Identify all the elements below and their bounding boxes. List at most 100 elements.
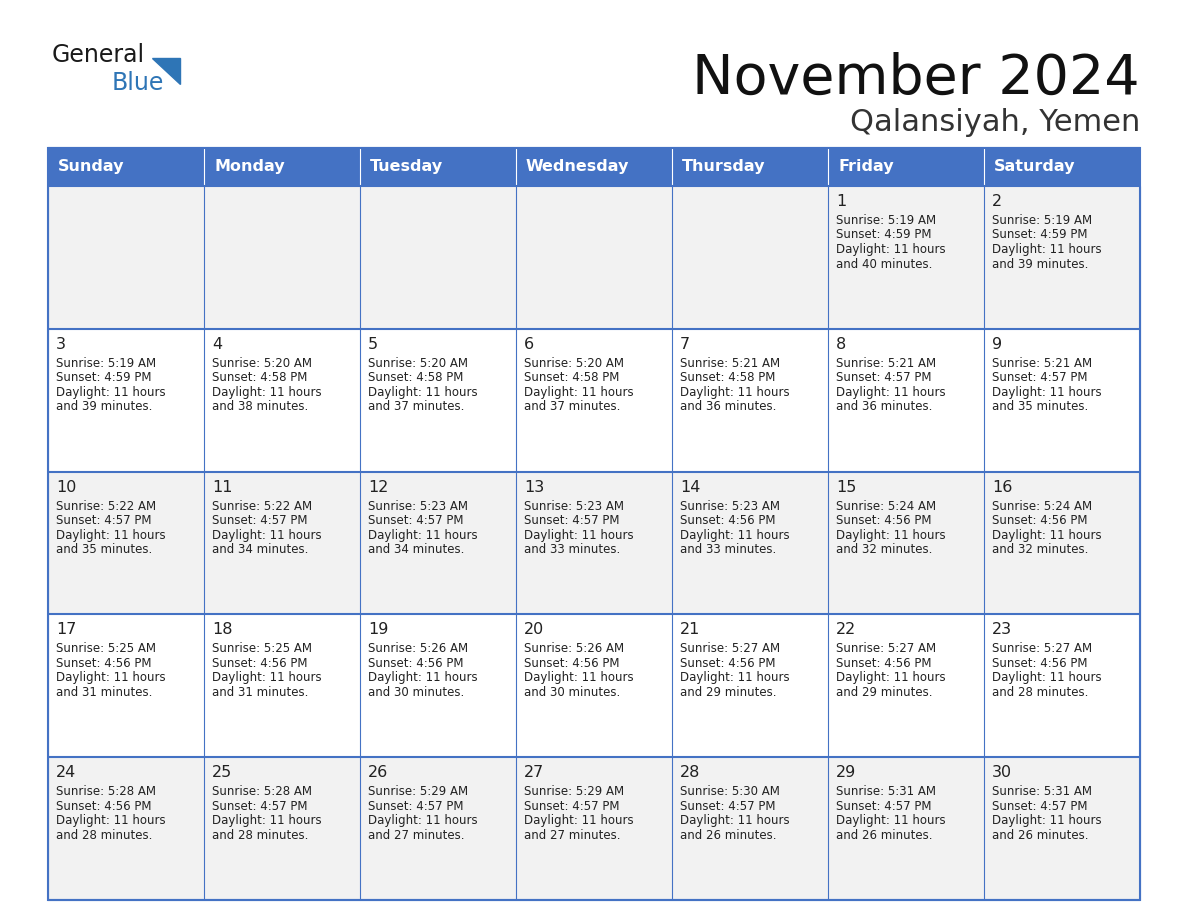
Text: Sunset: 4:56 PM: Sunset: 4:56 PM bbox=[836, 657, 931, 670]
Bar bbox=[48, 148, 204, 186]
Text: Sunset: 4:59 PM: Sunset: 4:59 PM bbox=[836, 229, 931, 241]
Text: 9: 9 bbox=[992, 337, 1003, 352]
Text: Tuesday: Tuesday bbox=[369, 160, 443, 174]
Text: Sunset: 4:58 PM: Sunset: 4:58 PM bbox=[524, 371, 619, 385]
Text: Sunrise: 5:19 AM: Sunrise: 5:19 AM bbox=[836, 214, 936, 227]
Text: Daylight: 11 hours: Daylight: 11 hours bbox=[836, 243, 946, 256]
Text: Sunrise: 5:21 AM: Sunrise: 5:21 AM bbox=[836, 357, 936, 370]
Text: 13: 13 bbox=[524, 479, 544, 495]
Text: Sunset: 4:56 PM: Sunset: 4:56 PM bbox=[680, 657, 776, 670]
Text: Sunrise: 5:23 AM: Sunrise: 5:23 AM bbox=[368, 499, 468, 512]
Text: 27: 27 bbox=[524, 766, 544, 780]
Bar bbox=[672, 757, 828, 900]
Text: 15: 15 bbox=[836, 479, 857, 495]
Text: 22: 22 bbox=[836, 622, 857, 637]
Bar bbox=[516, 186, 672, 329]
Text: and 34 minutes.: and 34 minutes. bbox=[368, 543, 465, 556]
Text: Daylight: 11 hours: Daylight: 11 hours bbox=[368, 386, 478, 398]
Text: Sunset: 4:56 PM: Sunset: 4:56 PM bbox=[524, 657, 619, 670]
Text: Daylight: 11 hours: Daylight: 11 hours bbox=[836, 814, 946, 827]
Text: 26: 26 bbox=[368, 766, 388, 780]
Text: and 38 minutes.: and 38 minutes. bbox=[211, 400, 308, 413]
Text: Sunset: 4:57 PM: Sunset: 4:57 PM bbox=[56, 514, 152, 527]
Text: Sunrise: 5:31 AM: Sunrise: 5:31 AM bbox=[992, 785, 1092, 798]
Text: Daylight: 11 hours: Daylight: 11 hours bbox=[211, 386, 322, 398]
Bar bbox=[516, 329, 672, 472]
Text: and 31 minutes.: and 31 minutes. bbox=[211, 686, 309, 699]
Text: 29: 29 bbox=[836, 766, 857, 780]
Bar bbox=[672, 472, 828, 614]
Text: Daylight: 11 hours: Daylight: 11 hours bbox=[368, 529, 478, 542]
Bar bbox=[828, 329, 984, 472]
Text: Thursday: Thursday bbox=[682, 160, 765, 174]
Bar bbox=[984, 329, 1140, 472]
Text: and 35 minutes.: and 35 minutes. bbox=[56, 543, 152, 556]
Text: 17: 17 bbox=[56, 622, 76, 637]
Text: Daylight: 11 hours: Daylight: 11 hours bbox=[56, 671, 165, 685]
Text: Daylight: 11 hours: Daylight: 11 hours bbox=[836, 529, 946, 542]
Text: Sunset: 4:58 PM: Sunset: 4:58 PM bbox=[680, 371, 776, 385]
Text: Sunset: 4:56 PM: Sunset: 4:56 PM bbox=[56, 657, 152, 670]
Text: 25: 25 bbox=[211, 766, 232, 780]
Text: Daylight: 11 hours: Daylight: 11 hours bbox=[836, 671, 946, 685]
Text: Daylight: 11 hours: Daylight: 11 hours bbox=[992, 814, 1101, 827]
Text: Daylight: 11 hours: Daylight: 11 hours bbox=[992, 671, 1101, 685]
Text: Qalansiyah, Yemen: Qalansiyah, Yemen bbox=[849, 108, 1140, 137]
Text: Daylight: 11 hours: Daylight: 11 hours bbox=[211, 529, 322, 542]
Text: Sunset: 4:57 PM: Sunset: 4:57 PM bbox=[524, 800, 619, 812]
Text: Sunrise: 5:20 AM: Sunrise: 5:20 AM bbox=[524, 357, 624, 370]
Text: Sunrise: 5:29 AM: Sunrise: 5:29 AM bbox=[368, 785, 468, 798]
Text: and 36 minutes.: and 36 minutes. bbox=[680, 400, 777, 413]
Bar bbox=[48, 757, 204, 900]
Bar bbox=[672, 186, 828, 329]
Text: Sunset: 4:57 PM: Sunset: 4:57 PM bbox=[836, 371, 931, 385]
Text: and 29 minutes.: and 29 minutes. bbox=[680, 686, 777, 699]
Text: and 29 minutes.: and 29 minutes. bbox=[836, 686, 933, 699]
Text: and 32 minutes.: and 32 minutes. bbox=[992, 543, 1088, 556]
Text: and 39 minutes.: and 39 minutes. bbox=[992, 258, 1088, 271]
Text: and 28 minutes.: and 28 minutes. bbox=[211, 829, 309, 842]
Bar bbox=[360, 186, 516, 329]
Text: Daylight: 11 hours: Daylight: 11 hours bbox=[368, 671, 478, 685]
Text: 11: 11 bbox=[211, 479, 233, 495]
Text: 28: 28 bbox=[680, 766, 701, 780]
Text: Sunrise: 5:21 AM: Sunrise: 5:21 AM bbox=[992, 357, 1092, 370]
Text: Monday: Monday bbox=[214, 160, 285, 174]
Text: Sunrise: 5:21 AM: Sunrise: 5:21 AM bbox=[680, 357, 781, 370]
Text: Sunset: 4:56 PM: Sunset: 4:56 PM bbox=[680, 514, 776, 527]
Text: 10: 10 bbox=[56, 479, 76, 495]
Text: 4: 4 bbox=[211, 337, 222, 352]
Text: and 39 minutes.: and 39 minutes. bbox=[56, 400, 152, 413]
Bar bbox=[204, 614, 360, 757]
Text: and 26 minutes.: and 26 minutes. bbox=[680, 829, 777, 842]
Text: 1: 1 bbox=[836, 194, 846, 209]
Text: 30: 30 bbox=[992, 766, 1012, 780]
Text: Daylight: 11 hours: Daylight: 11 hours bbox=[992, 529, 1101, 542]
Text: Sunset: 4:59 PM: Sunset: 4:59 PM bbox=[992, 229, 1087, 241]
Text: and 28 minutes.: and 28 minutes. bbox=[992, 686, 1088, 699]
Text: 14: 14 bbox=[680, 479, 701, 495]
Text: November 2024: November 2024 bbox=[693, 52, 1140, 106]
Text: Daylight: 11 hours: Daylight: 11 hours bbox=[992, 243, 1101, 256]
Text: Sunrise: 5:25 AM: Sunrise: 5:25 AM bbox=[211, 643, 312, 655]
Text: Sunrise: 5:27 AM: Sunrise: 5:27 AM bbox=[992, 643, 1092, 655]
Text: and 37 minutes.: and 37 minutes. bbox=[368, 400, 465, 413]
Text: Daylight: 11 hours: Daylight: 11 hours bbox=[524, 671, 633, 685]
Text: 2: 2 bbox=[992, 194, 1003, 209]
Text: Blue: Blue bbox=[112, 71, 164, 95]
Text: Sunset: 4:57 PM: Sunset: 4:57 PM bbox=[368, 800, 463, 812]
Text: Sunrise: 5:20 AM: Sunrise: 5:20 AM bbox=[211, 357, 312, 370]
Text: Daylight: 11 hours: Daylight: 11 hours bbox=[368, 814, 478, 827]
Text: Sunrise: 5:19 AM: Sunrise: 5:19 AM bbox=[56, 357, 156, 370]
Text: General: General bbox=[52, 43, 145, 67]
Bar bbox=[48, 329, 204, 472]
Text: and 34 minutes.: and 34 minutes. bbox=[211, 543, 309, 556]
Text: Sunrise: 5:22 AM: Sunrise: 5:22 AM bbox=[211, 499, 312, 512]
Text: Sunset: 4:57 PM: Sunset: 4:57 PM bbox=[211, 800, 308, 812]
Text: and 26 minutes.: and 26 minutes. bbox=[992, 829, 1088, 842]
Text: Sunset: 4:56 PM: Sunset: 4:56 PM bbox=[836, 514, 931, 527]
Text: and 37 minutes.: and 37 minutes. bbox=[524, 400, 620, 413]
Text: and 26 minutes.: and 26 minutes. bbox=[836, 829, 933, 842]
Text: 19: 19 bbox=[368, 622, 388, 637]
Bar bbox=[672, 614, 828, 757]
